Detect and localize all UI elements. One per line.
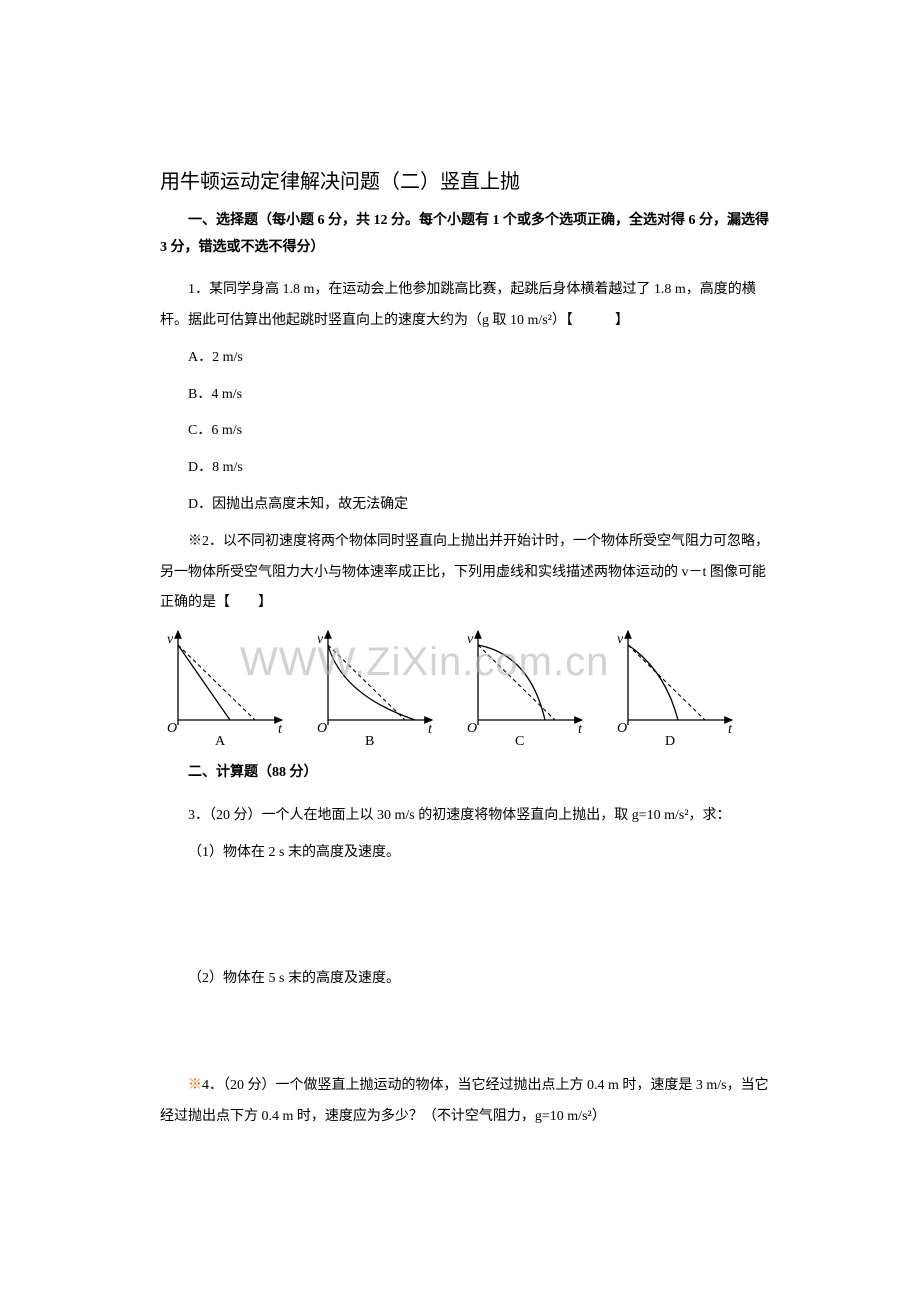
svg-text:v: v: [317, 632, 324, 647]
graph-b-svg: v t O B: [310, 625, 440, 750]
svg-text:A: A: [215, 734, 226, 749]
graph-c-svg: v t O C: [460, 625, 590, 750]
graph-d-svg: v t O D: [610, 625, 740, 750]
svg-text:O: O: [317, 721, 327, 736]
q4-text: 4．（20 分）一个做竖直上抛运动的物体，当它经过抛出点上方 0.4 m 时，速…: [160, 1078, 769, 1124]
page-title: 用牛顿运动定律解决问题（二）竖直上抛: [160, 165, 770, 194]
q1-option-c: C．6 m/s: [160, 416, 770, 447]
svg-text:O: O: [617, 721, 627, 736]
svg-text:t: t: [278, 722, 283, 737]
svg-text:D: D: [665, 734, 675, 749]
question-1: 1．某同学身高 1.8 m，在运动会上他参加跳高比赛，起跳后身体横着越过了 1.…: [160, 275, 770, 337]
svg-text:t: t: [428, 722, 433, 737]
section2-header: 二、计算题（88 分）: [160, 760, 770, 787]
graph-a: v t O A: [160, 625, 290, 750]
question-2: ※2．以不同初速度将两个物体同时竖直向上抛出并开始计时，一个物体所受空气阻力可忽…: [160, 527, 770, 619]
svg-text:t: t: [728, 722, 733, 737]
graph-b: v t O B: [310, 625, 440, 750]
q1-option-b: B．4 m/s: [160, 380, 770, 411]
graph-d: v t O D: [610, 625, 740, 750]
svg-text:O: O: [167, 721, 177, 736]
svg-text:C: C: [515, 734, 524, 749]
svg-text:O: O: [467, 721, 477, 736]
svg-text:v: v: [467, 632, 474, 647]
svg-text:v: v: [617, 632, 624, 647]
svg-text:t: t: [578, 722, 583, 737]
graph-a-svg: v t O A: [160, 625, 290, 750]
q4-prefix: ※: [188, 1078, 202, 1093]
q3-sub2: （2）物体在 5 s 末的高度及速度。: [160, 964, 770, 995]
section1-header: 一、选择题（每小题 6 分，共 12 分。每个小题有 1 个或多个选项正确，全选…: [160, 208, 770, 261]
question-3: 3．（20 分）一个人在地面上以 30 m/s 的初速度将物体竖直向上抛出，取 …: [160, 801, 770, 832]
blank-space-1: [160, 874, 770, 964]
question-4: ※4．（20 分）一个做竖直上抛运动的物体，当它经过抛出点上方 0.4 m 时，…: [160, 1071, 770, 1133]
svg-text:B: B: [365, 734, 374, 749]
svg-text:v: v: [167, 632, 174, 647]
vt-figure-row: v t O A v t O B: [160, 625, 770, 750]
blank-space-2: [160, 1001, 770, 1071]
graph-c: v t O C: [460, 625, 590, 750]
q1-option-e: D．因抛出点高度未知，故无法确定: [160, 490, 770, 521]
q3-sub1: （1）物体在 2 s 末的高度及速度。: [160, 838, 770, 869]
q1-option-d: D．8 m/s: [160, 453, 770, 484]
q1-option-a: A．2 m/s: [160, 343, 770, 374]
